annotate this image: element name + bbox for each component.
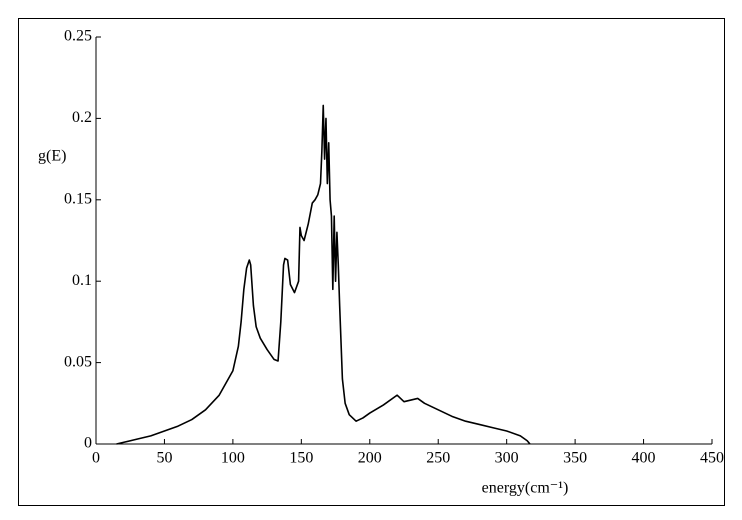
frame <box>18 18 725 506</box>
y-tick-label: 0 <box>84 435 92 452</box>
y-tick-label: 0.2 <box>72 109 92 126</box>
data-line <box>116 104 531 445</box>
y-tick-label: 0.25 <box>64 28 92 45</box>
y-axis-label: g(E) <box>38 148 66 165</box>
x-tick-label: 300 <box>495 450 519 467</box>
x-tick-label: 250 <box>426 450 450 467</box>
y-tick-label: 0.1 <box>72 272 92 289</box>
x-tick-label: 200 <box>358 450 382 467</box>
x-tick-label: 150 <box>289 450 313 467</box>
x-tick-label: 50 <box>156 450 172 467</box>
x-axis-label: energy(cm⁻¹) <box>482 480 569 497</box>
y-tick-label: 0.05 <box>64 353 92 370</box>
y-tick-label: 0.15 <box>64 190 92 207</box>
x-tick-label: 0 <box>92 450 100 467</box>
x-tick-label: 350 <box>563 450 587 467</box>
x-tick-label: 450 <box>700 450 724 467</box>
x-tick-label: 100 <box>221 450 245 467</box>
x-tick-label: 400 <box>632 450 656 467</box>
